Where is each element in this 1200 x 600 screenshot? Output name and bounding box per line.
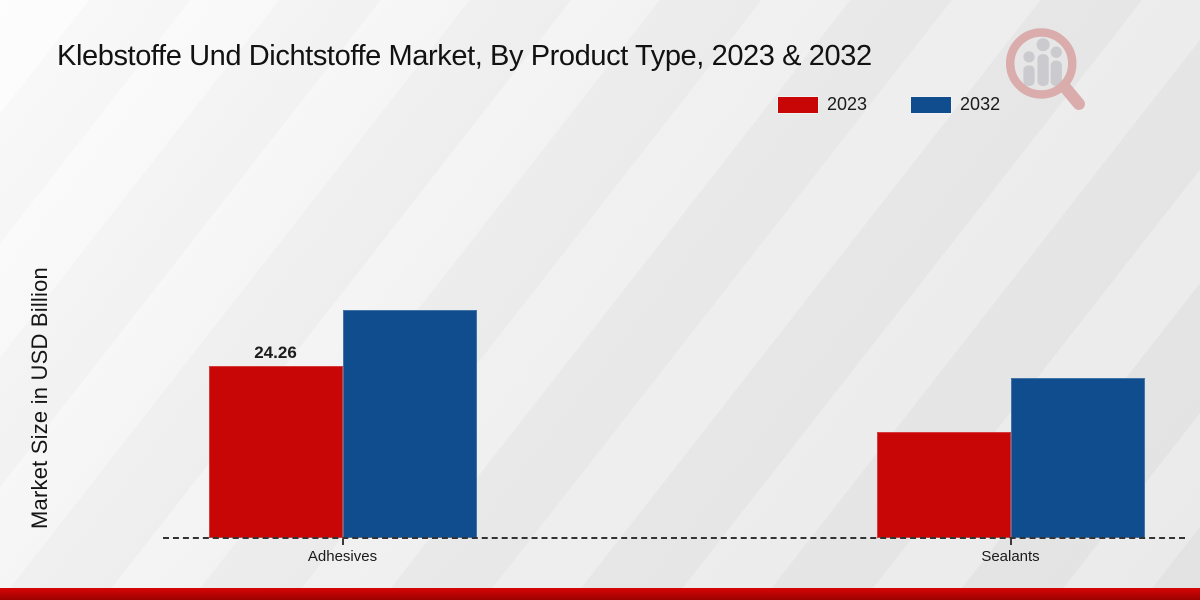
x-tick-sealants	[1009, 539, 1012, 545]
legend-label-2032: 2032	[960, 94, 1001, 114]
legend: 2023 2032	[778, 94, 1000, 115]
magnifier-icon	[1005, 28, 1085, 111]
value-label-adhesives-2023: 24.26	[254, 342, 297, 362]
bar-sealants-2023	[876, 432, 1011, 538]
x-label-adhesives: Adhesives	[307, 548, 378, 565]
footer-accent-bar	[0, 588, 1200, 600]
legend-item-2032: 2032	[911, 94, 1000, 115]
legend-label-2023: 2023	[827, 94, 868, 114]
bar-chart-people-icon	[1023, 38, 1062, 87]
x-label-sealants: Sealants	[981, 548, 1040, 565]
magnifier-chart-logo-watermark	[1005, 28, 1085, 111]
legend-item-2023: 2023	[778, 94, 867, 115]
chart-title: Klebstoffe Und Dichtstoffe Market, By Pr…	[57, 40, 872, 72]
legend-swatch-2023	[778, 96, 818, 113]
bar-adhesives-2032	[342, 310, 477, 538]
legend-swatch-2032	[911, 96, 952, 113]
x-axis-baseline	[163, 537, 1185, 539]
x-tick-adhesives	[341, 539, 344, 545]
bar-sealants-2032	[1010, 378, 1145, 538]
bar-adhesives-2023	[208, 366, 343, 538]
